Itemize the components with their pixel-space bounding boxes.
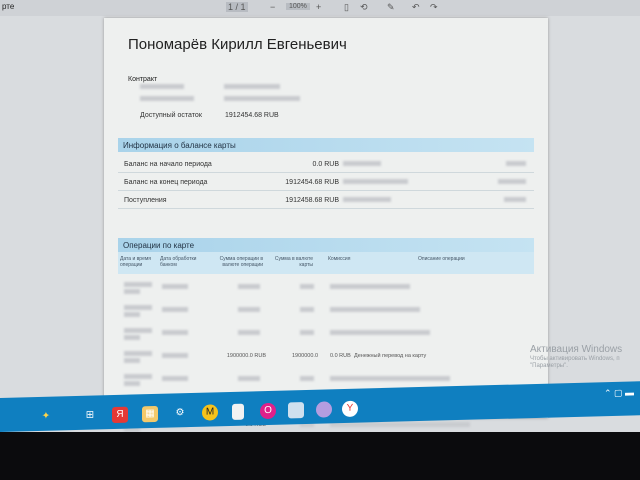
balance-row: Поступления 1912458.68 RUB — [118, 191, 534, 209]
undo-icon[interactable]: ↶ — [412, 2, 420, 12]
zoom-in-button[interactable]: + — [316, 2, 322, 12]
task-view-icon[interactable]: ⊞ — [85, 409, 95, 421]
app-icon[interactable]: ⚙ — [175, 407, 185, 419]
fit-page-icon[interactable]: ▯ — [344, 2, 349, 12]
store-icon[interactable]: ▦ — [142, 405, 158, 423]
operation-row — [118, 276, 534, 299]
commission: 0.0 RUB — [330, 353, 351, 359]
operation-row — [118, 299, 534, 322]
pdf-page: Пономарёв Кирилл Евгеньевич Контракт Дос… — [104, 18, 548, 432]
operations-table-header: Дата и время операции Дата обработки бан… — [118, 252, 534, 274]
widgets-icon[interactable]: ✦ — [41, 410, 51, 422]
operation-row — [118, 322, 534, 345]
balance-row: Баланс на конец периода 1912454.68 RUB — [118, 173, 534, 191]
pdf-toolbar: рте 1 / 1 − 100% + ▯ ⟲ ✎ ↶ ↷ — [0, 0, 640, 16]
file-explorer-icon[interactable] — [288, 402, 304, 419]
balance-row: Баланс на начало периода 0.0 RUB — [118, 155, 534, 173]
operation-row — [118, 368, 534, 391]
zoom-out-button[interactable]: − — [270, 2, 276, 12]
opera-icon[interactable]: O — [260, 402, 276, 420]
app-icon-2[interactable] — [316, 401, 332, 418]
client-name: Пономарёв Кирилл Евгеньевич — [128, 36, 347, 53]
description: Денежный перевод на карту — [354, 353, 427, 359]
system-tray[interactable]: ⌃ ▢ ▬ — [603, 387, 634, 399]
amount-card: 1900000.0 — [292, 353, 318, 359]
contract-label: Контракт — [128, 76, 158, 83]
yandex-icon[interactable]: Я — [112, 406, 128, 424]
balance-section-header: Информация о балансе карты — [118, 138, 534, 152]
tab-title[interactable]: рте — [2, 2, 15, 11]
yandex-browser-icon[interactable]: Y — [342, 400, 358, 418]
available-balance-label: Доступный остаток — [140, 112, 202, 119]
rotate-icon[interactable]: ⟲ — [360, 2, 368, 12]
draw-icon[interactable]: ✎ — [387, 2, 395, 12]
page-indicator[interactable]: 1 / 1 — [226, 2, 248, 12]
operation-row: 1900000.0 RUB 1900000.0 0.0 RUB Денежный пе… — [118, 345, 534, 368]
maps-icon[interactable]: M — [202, 404, 218, 421]
zoom-level[interactable]: 100% — [286, 3, 310, 10]
available-balance-value: 1912454.68 RUB — [225, 112, 279, 119]
screen: рте 1 / 1 − 100% + ▯ ⟲ ✎ ↶ ↷ Пономарёв К… — [0, 0, 640, 432]
notes-icon[interactable] — [232, 403, 244, 420]
amount-operation: 1900000.0 RUB — [226, 353, 266, 359]
windows-activation-watermark: Активация Windows Чтобы активировать Win… — [530, 344, 623, 369]
operations-section-header: Операции по карте — [118, 238, 534, 252]
redo-icon[interactable]: ↷ — [430, 2, 438, 12]
